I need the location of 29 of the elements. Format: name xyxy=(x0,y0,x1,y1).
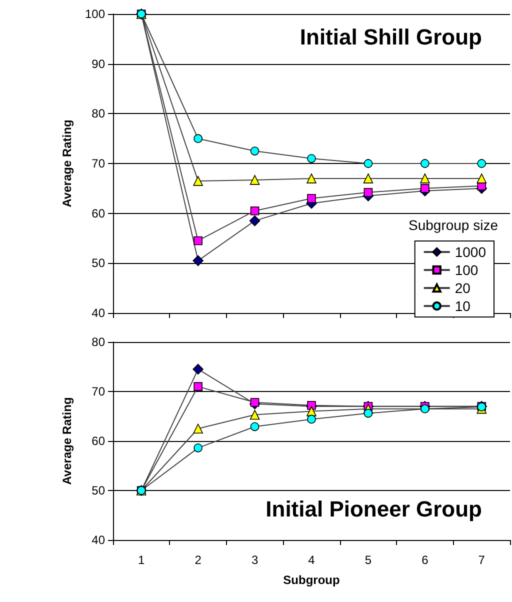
x-tick-label: 6 xyxy=(422,553,429,567)
y-tick-label: 60 xyxy=(92,206,106,220)
y-axis-title: Average Rating xyxy=(60,397,74,485)
x-tick-label: 3 xyxy=(251,553,258,567)
x-tick-label: 5 xyxy=(364,553,372,567)
x-tick-label: 2 xyxy=(194,553,202,567)
y-tick-label: 90 xyxy=(92,56,106,71)
y-tick-label: 80 xyxy=(92,106,106,121)
y-tick-label: 60 xyxy=(92,434,106,448)
legend-label: 20 xyxy=(454,280,471,296)
legend-title: Subgroup size xyxy=(408,217,498,233)
legend-label: 1000 xyxy=(454,244,486,260)
y-tick-label: 50 xyxy=(92,484,106,498)
x-tick-label: 7 xyxy=(478,553,486,567)
y-axis-title: Average Rating xyxy=(60,120,74,208)
x-axis-title: Subgroup xyxy=(283,573,340,587)
text: Initial Pioneer Group xyxy=(266,496,482,522)
y-tick-label: 40 xyxy=(92,533,106,547)
y-tick-label: 70 xyxy=(92,156,106,170)
legend-label: 10 xyxy=(454,298,471,314)
x-tick-label: 1 xyxy=(138,553,146,567)
y-tick-label: 80 xyxy=(92,335,106,349)
text: Initial Shill Group xyxy=(300,24,482,50)
x-tick-label: 4 xyxy=(308,553,316,567)
y-tick-label: 70 xyxy=(92,384,106,398)
y-tick-label: 50 xyxy=(92,256,106,270)
y-tick-label: 40 xyxy=(92,306,106,320)
legend-label: 100 xyxy=(454,262,478,278)
y-tick-label: 100 xyxy=(84,7,106,21)
